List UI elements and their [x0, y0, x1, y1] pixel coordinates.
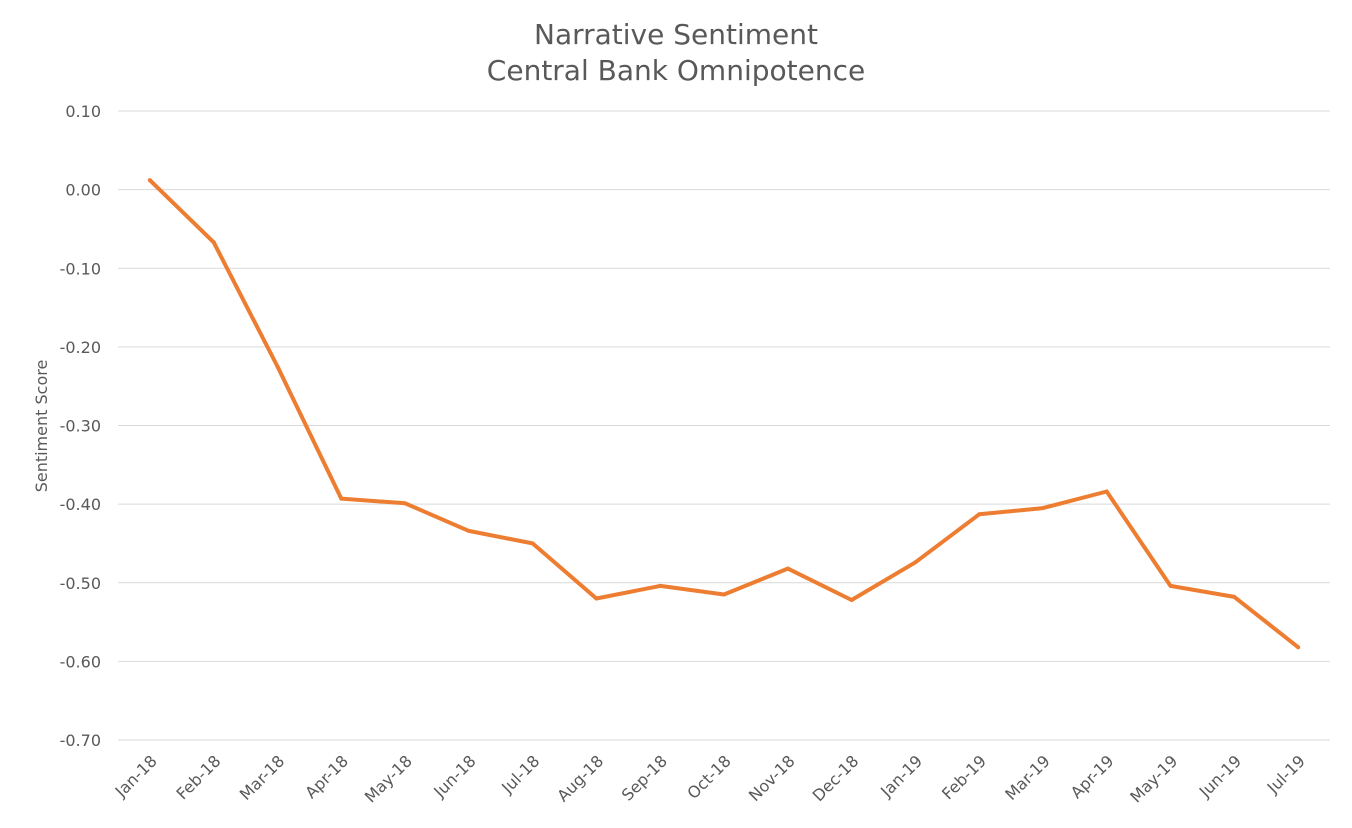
data-point — [1296, 645, 1301, 650]
series-line — [147, 178, 1301, 650]
x-tick-label: May-19 — [1126, 751, 1181, 806]
y-tick-label: -0.60 — [60, 652, 101, 671]
data-point — [658, 583, 663, 588]
chart-title: Narrative Sentiment — [534, 18, 818, 51]
x-tick-label: Dec-18 — [809, 751, 863, 805]
x-tick-label: Mar-19 — [1001, 751, 1054, 804]
y-tick-label: -0.10 — [60, 259, 101, 278]
y-tick-label: -0.50 — [60, 574, 101, 593]
x-axis-ticks: Jan-18 Feb-18 Mar-18 Apr-18 May-18 Jun-18 Jul-… — [111, 751, 1309, 806]
data-point — [594, 596, 599, 601]
x-tick-label: Apr-19 — [1067, 751, 1118, 802]
x-tick-label: Jun-19 — [1195, 751, 1245, 801]
data-point — [339, 496, 344, 501]
x-tick-label: Jun-18 — [429, 751, 479, 801]
y-axis-title: Sentiment Score — [32, 360, 51, 493]
gridlines — [118, 110, 1330, 741]
data-point — [1040, 506, 1045, 511]
x-tick-label: Jan-18 — [111, 751, 161, 801]
y-tick-label: 0.00 — [65, 181, 101, 200]
x-tick-label: Jul-18 — [497, 751, 543, 797]
x-tick-label: Aug-18 — [553, 751, 607, 805]
data-point — [211, 240, 216, 245]
x-tick-label: Jul-19 — [1263, 751, 1309, 797]
data-point — [530, 541, 535, 546]
y-tick-label: -0.70 — [60, 731, 101, 750]
y-tick-label: -0.40 — [60, 495, 101, 514]
data-point — [849, 598, 854, 603]
data-point — [1168, 583, 1173, 588]
x-tick-label: May-18 — [361, 751, 416, 806]
x-tick-label: Feb-19 — [938, 751, 990, 803]
data-point — [1104, 489, 1109, 494]
x-tick-label: Nov-18 — [745, 751, 799, 805]
x-tick-label: Oct-18 — [683, 751, 734, 802]
data-point — [403, 501, 408, 506]
x-tick-label: Apr-18 — [301, 751, 352, 802]
x-tick-label: Feb-18 — [173, 751, 225, 803]
x-tick-label: Mar-18 — [236, 751, 289, 804]
data-point — [147, 178, 152, 183]
series-lines — [147, 178, 1301, 650]
chart-subtitle: Central Bank Omnipotence — [487, 54, 865, 87]
data-point — [1232, 594, 1237, 599]
x-tick-label: Jan-19 — [876, 751, 926, 801]
y-axis-ticks: 0.10 0.00 -0.10 -0.20 -0.30 -0.40 -0.50 -0.60 -0… — [60, 102, 101, 750]
data-point — [722, 592, 726, 597]
data-point — [913, 560, 918, 565]
x-tick-label: Sep-18 — [618, 751, 671, 804]
y-tick-label: -0.20 — [60, 338, 101, 357]
y-tick-label: -0.30 — [60, 417, 101, 436]
data-point — [785, 566, 790, 571]
data-point — [977, 512, 982, 517]
data-point — [275, 364, 280, 369]
y-tick-label: 0.10 — [65, 102, 101, 121]
data-point — [466, 528, 471, 533]
